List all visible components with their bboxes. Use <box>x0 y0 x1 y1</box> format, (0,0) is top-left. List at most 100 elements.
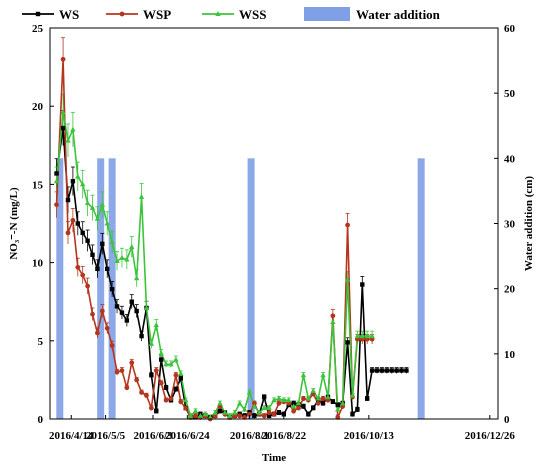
data-point-WSP <box>261 413 267 419</box>
data-point-WS <box>330 399 336 404</box>
data-point-WSS <box>202 411 209 417</box>
legend-label: WSS <box>239 7 266 22</box>
data-point-WSS <box>119 254 125 260</box>
data-point-WS <box>75 221 80 226</box>
water-addition-bar <box>247 158 255 420</box>
data-point-WSS <box>251 403 258 409</box>
data-point-WSS <box>187 412 194 418</box>
data-point-WSP <box>330 313 336 319</box>
data-point-WS <box>65 197 71 203</box>
data-point-WS <box>384 368 390 373</box>
y-tick-label: 25 <box>32 23 44 35</box>
data-point-WSP <box>104 325 110 331</box>
data-point-WSS <box>158 350 164 356</box>
y2-axis-title: Water addition (cm) <box>523 176 535 271</box>
y2-tick-label: 50 <box>504 88 516 100</box>
data-point-WS <box>139 333 144 339</box>
data-point-WSS <box>53 178 60 184</box>
data-point-WSS <box>354 333 361 339</box>
data-point-WS <box>163 385 169 390</box>
data-point-WSP <box>163 397 169 403</box>
data-point-WSS <box>315 395 321 401</box>
data-point-WS <box>95 266 100 272</box>
data-point-WS <box>85 238 90 243</box>
y-tick-label: 10 <box>32 258 44 270</box>
x-tick-label: 2016/12/26 <box>465 430 516 442</box>
data-point-WS <box>320 401 326 406</box>
data-point-WSS <box>89 204 96 210</box>
y2-tick-label: 40 <box>504 153 516 165</box>
data-point-WSS <box>349 392 356 398</box>
legend-marker-WSP <box>119 11 125 17</box>
y-tick-label: 15 <box>32 179 44 191</box>
data-point-WSS <box>94 215 101 221</box>
data-point-WSP <box>168 396 174 402</box>
data-point-WSS <box>197 412 204 418</box>
legend-label: Water addition <box>356 7 441 22</box>
data-point-WSP <box>271 411 277 417</box>
data-point-WS <box>114 304 120 309</box>
data-point-WSP <box>124 385 130 391</box>
legend-label: WSP <box>143 7 171 22</box>
data-point-WSS <box>232 409 238 415</box>
data-point-WSP <box>320 396 326 402</box>
data-point-WS <box>276 410 282 415</box>
data-point-WSP <box>237 413 243 419</box>
data-point-WSP <box>291 408 297 414</box>
x-tick-label: 2016/6/24 <box>165 430 210 442</box>
data-point-WS <box>158 357 164 362</box>
data-point-WSP <box>99 308 105 314</box>
data-point-WSS <box>261 405 267 411</box>
data-point-WSP <box>266 410 272 416</box>
data-point-WS <box>301 404 306 409</box>
data-point-WS <box>374 368 380 373</box>
data-point-WSS <box>84 200 91 206</box>
data-point-WSS <box>300 372 307 378</box>
data-point-WS <box>129 299 134 304</box>
data-point-WS <box>217 408 223 414</box>
data-point-WS <box>291 401 296 406</box>
data-point-WSP <box>80 272 86 278</box>
data-point-WSS <box>104 220 110 226</box>
plot-frame <box>49 27 499 420</box>
data-point-WS <box>311 405 316 411</box>
series-markers <box>53 56 409 422</box>
data-point-WSP <box>193 413 198 419</box>
data-point-WSP <box>345 222 350 228</box>
data-point-WSS <box>266 405 272 411</box>
data-point-WSS <box>236 400 243 406</box>
data-point-WS <box>335 402 340 408</box>
data-point-WSP <box>109 343 115 348</box>
legend-marker-WSS <box>215 11 221 16</box>
data-point-WSS <box>80 181 86 187</box>
y2-tick-label: 20 <box>504 284 516 296</box>
data-point-WSS <box>75 173 81 179</box>
data-point-WSS <box>369 333 375 339</box>
water-addition-bar <box>417 158 425 420</box>
data-point-WS <box>100 241 105 247</box>
data-point-WSS <box>305 395 312 401</box>
data-point-WSS <box>153 322 159 328</box>
data-point-WS <box>90 252 95 257</box>
y-axis-left: 0 5 10 15 20 25 <box>32 23 54 426</box>
data-point-WS <box>60 125 66 131</box>
data-point-WS <box>54 171 59 176</box>
data-point-WSP <box>144 393 149 398</box>
data-point-WS <box>399 368 404 373</box>
y-axis-right: 0 10 20 30 40 50 60 <box>494 23 516 426</box>
data-point-WS <box>80 230 85 236</box>
data-point-WSP <box>60 56 66 62</box>
data-point-WSP <box>65 230 71 236</box>
y-tick-label: 0 <box>38 414 44 426</box>
data-point-WSP <box>178 399 184 405</box>
data-point-WSP <box>153 368 159 373</box>
data-point-WS <box>404 368 409 373</box>
data-point-WSS <box>344 276 351 282</box>
data-point-WS <box>394 368 399 373</box>
data-point-WSS <box>138 193 145 199</box>
data-point-WSS <box>359 333 365 339</box>
data-point-WS <box>109 286 115 292</box>
data-point-WS <box>261 394 267 400</box>
